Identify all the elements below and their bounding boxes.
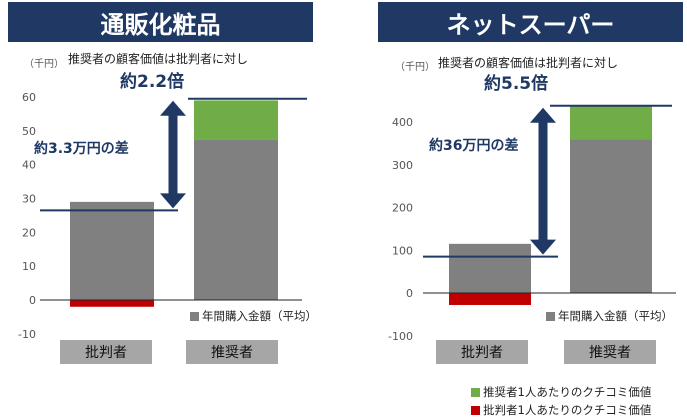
legend-annual-right: 年間購入金額（平均） xyxy=(546,308,673,324)
category-label: 批判者 xyxy=(461,345,503,361)
legend-swatch-green xyxy=(471,387,480,397)
y-unit-label: （千円） xyxy=(24,58,64,70)
ratio-label: 約5.5倍 xyxy=(484,73,548,94)
category-label-box xyxy=(60,340,152,364)
legend-swatch-gray xyxy=(190,311,199,321)
legend-swatch-gray xyxy=(546,311,555,321)
bar-segment xyxy=(570,139,652,293)
ratio-label: 約2.2倍 xyxy=(120,71,184,92)
y-tick-label: 40 xyxy=(22,159,36,172)
y-tick-label: 60 xyxy=(22,91,36,104)
bar-segment xyxy=(194,139,278,300)
double-arrow-icon xyxy=(530,107,556,255)
legend-critic-value: 批判者1人あたりのクチコミ価値 xyxy=(471,402,651,418)
category-label-box xyxy=(564,340,656,364)
legend-promoter-value: 推奨者1人あたりのクチコミ価値 xyxy=(471,384,651,400)
chart-title-left: 通販化粧品 xyxy=(8,2,313,42)
y-tick-label: -10 xyxy=(18,328,36,341)
legend-label: 批判者1人あたりのクチコミ価値 xyxy=(483,403,652,417)
legend-swatch-red xyxy=(471,405,480,415)
y-tick-label: 200 xyxy=(392,202,413,215)
chart-subtitle: 推奨者の顧客価値は批判者に対し xyxy=(438,55,618,70)
category-label-box xyxy=(186,340,278,364)
bar-segment xyxy=(570,105,652,140)
bar-segment xyxy=(449,293,531,305)
chart-subtitle: 推奨者の顧客価値は批判者に対し xyxy=(68,51,248,66)
legend-label: 年間購入金額（平均） xyxy=(558,309,673,323)
y-tick-label: 400 xyxy=(392,116,413,129)
bar-segment xyxy=(449,243,531,293)
double-arrow-icon xyxy=(160,100,186,209)
y-tick-label: 300 xyxy=(392,159,413,172)
y-tick-label: 30 xyxy=(22,193,36,206)
bar-segment xyxy=(70,201,154,300)
category-label: 推奨者 xyxy=(211,345,253,361)
legend-label: 年間購入金額（平均） xyxy=(202,309,317,323)
y-tick-label: -100 xyxy=(388,330,413,343)
y-tick-label: 0 xyxy=(29,294,36,307)
bar-segment xyxy=(70,300,154,307)
difference-label: 約3.3万円の差 xyxy=(34,140,129,157)
category-label: 推奨者 xyxy=(589,345,631,361)
y-tick-label: 100 xyxy=(392,244,413,257)
bar-segment xyxy=(194,100,278,140)
y-tick-label: 0 xyxy=(406,287,413,300)
y-unit-label: （千円） xyxy=(395,61,435,73)
category-label-box xyxy=(436,340,528,364)
difference-label: 約36万円の差 xyxy=(429,137,518,154)
y-tick-label: 10 xyxy=(22,260,36,273)
chart-title-right: ネットスーパー xyxy=(378,2,683,42)
y-tick-label: 50 xyxy=(22,125,36,138)
legend-annual-left: 年間購入金額（平均） xyxy=(190,308,317,324)
category-label: 批判者 xyxy=(85,345,127,361)
legend-label: 推奨者1人あたりのクチコミ価値 xyxy=(483,385,652,399)
y-tick-label: 20 xyxy=(22,226,36,239)
